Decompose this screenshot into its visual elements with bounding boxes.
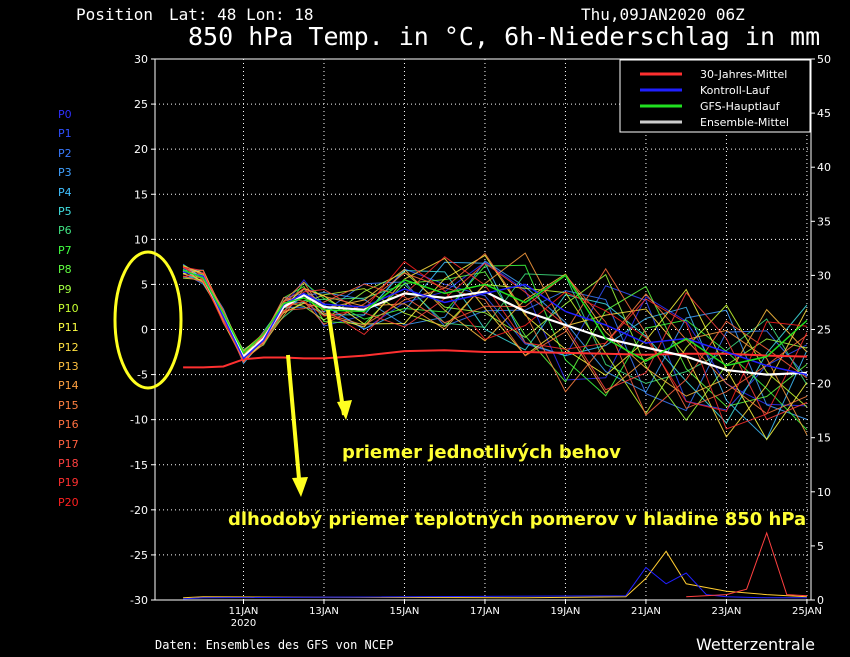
member-label-p8: P8 — [58, 263, 72, 277]
x-tick-label: 23JAN — [712, 606, 742, 617]
x-tick-label: 13JAN — [309, 606, 339, 617]
data-source: Daten: Ensembles des GFS von NCEP — [155, 638, 394, 652]
y-right-tick-label: 25 — [817, 324, 831, 337]
ensemble-member-line — [182, 257, 808, 438]
arrow-runs-average — [326, 309, 352, 420]
series-line-kontroll-lauf — [182, 271, 808, 376]
member-label-p10: P10 — [58, 301, 79, 315]
member-label-p19: P19 — [58, 476, 79, 490]
member-label-p15: P15 — [58, 398, 79, 412]
y-left-tick-label: -5 — [137, 369, 148, 382]
y-left-tick-label: -20 — [130, 504, 148, 517]
axis-layer: 302520151050-5-10-15-20-25-3050454035302… — [130, 53, 831, 629]
y-left-tick-label: 10 — [134, 233, 148, 246]
highlight-ellipse — [113, 250, 183, 390]
series-line-gfs-hauptlauf — [182, 269, 808, 367]
y-right-tick-label: 5 — [817, 540, 824, 553]
ensemble-member-line — [182, 263, 808, 411]
member-label-p12: P12 — [58, 340, 79, 354]
annotation-runs-average: priemer jednotlivých behov — [342, 442, 621, 463]
y-right-tick-label: 50 — [817, 53, 831, 66]
legend-label-2: Kontroll-Lauf — [700, 84, 771, 97]
precip-line — [183, 566, 807, 600]
arrow-longterm-average — [286, 354, 308, 497]
x-tick-label: 21JAN — [631, 606, 661, 617]
y-right-tick-label: 40 — [817, 161, 831, 174]
brand: Wetterzentrale — [696, 635, 816, 654]
plot-frame — [154, 58, 812, 601]
x-tick-label: 17JAN — [470, 606, 500, 617]
y-left-tick-label: -15 — [130, 459, 148, 472]
member-label-p7: P7 — [58, 243, 72, 257]
member-label-p9: P9 — [58, 282, 72, 296]
series-line-30-jahres-mittel — [183, 349, 807, 369]
member-label-p20: P20 — [58, 495, 79, 509]
precip-line — [183, 550, 807, 599]
precip-line — [686, 531, 807, 598]
member-label-p3: P3 — [58, 166, 72, 180]
y-left-tick-label: 5 — [141, 278, 148, 291]
x-tick-label: 19JAN — [551, 606, 581, 617]
member-label-p17: P17 — [58, 437, 79, 451]
y-left-tick-label: -10 — [130, 414, 148, 427]
annotation-longterm-average: dlhodobý priemer teplotných pomerov v hl… — [228, 509, 807, 530]
member-label-p4: P4 — [58, 185, 72, 199]
y-right-tick-label: 10 — [817, 486, 831, 499]
series-layer — [182, 252, 808, 600]
member-label-p14: P14 — [58, 379, 79, 393]
member-label-p6: P6 — [58, 224, 72, 238]
x-tick-label: 11JAN — [229, 606, 259, 617]
legend: 30-Jahres-Mittel Kontroll-Lauf GFS-Haupt… — [619, 59, 811, 133]
x-year-label: 2020 — [231, 618, 256, 629]
legend-label-4: Ensemble-Mittel — [700, 116, 789, 129]
ensemble-member-line — [183, 277, 808, 415]
lat-lon: Lat: 48 Lon: 18 — [169, 5, 314, 24]
member-label-p11: P11 — [58, 321, 79, 335]
y-left-tick-label: -30 — [130, 594, 148, 607]
legend-box — [619, 59, 811, 133]
member-labels: P0 P1 P2 P3 P4 P5 P6 P7 P8 P9 P10 P11 P1… — [58, 108, 79, 515]
y-left-tick-label: 20 — [134, 143, 148, 156]
y-left-tick-label: 15 — [134, 188, 148, 201]
y-right-tick-label: 45 — [817, 107, 831, 120]
member-label-p5: P5 — [58, 204, 72, 218]
y-left-tick-label: 30 — [134, 53, 148, 66]
member-label-p13: P13 — [58, 360, 79, 374]
y-left-tick-label: 0 — [141, 324, 148, 337]
member-label-p2: P2 — [58, 146, 72, 160]
member-label-p0: P0 — [58, 108, 72, 121]
legend-label-3: GFS-Hauptlauf — [700, 100, 781, 113]
x-tick-label: 25JAN — [792, 606, 822, 617]
y-right-tick-label: 15 — [817, 432, 831, 445]
y-right-tick-label: 0 — [817, 594, 824, 607]
y-right-tick-label: 20 — [817, 378, 831, 391]
x-tick-label: 15JAN — [390, 606, 420, 617]
position-label: Position — [76, 5, 154, 24]
y-left-tick-label: -25 — [130, 549, 148, 562]
y-right-tick-label: 30 — [817, 269, 831, 282]
chart-title: 850 hPa Temp. in °C, 6h-Niederschlag in … — [188, 22, 821, 51]
y-right-tick-label: 35 — [817, 215, 831, 228]
run-datetime: Thu,09JAN2020 06Z — [581, 5, 745, 24]
y-left-tick-label: 25 — [134, 98, 148, 111]
member-label-p18: P18 — [58, 457, 79, 471]
legend-label-1: 30-Jahres-Mittel — [700, 68, 787, 81]
member-label-p16: P16 — [58, 418, 79, 432]
member-label-p1: P1 — [58, 127, 72, 141]
